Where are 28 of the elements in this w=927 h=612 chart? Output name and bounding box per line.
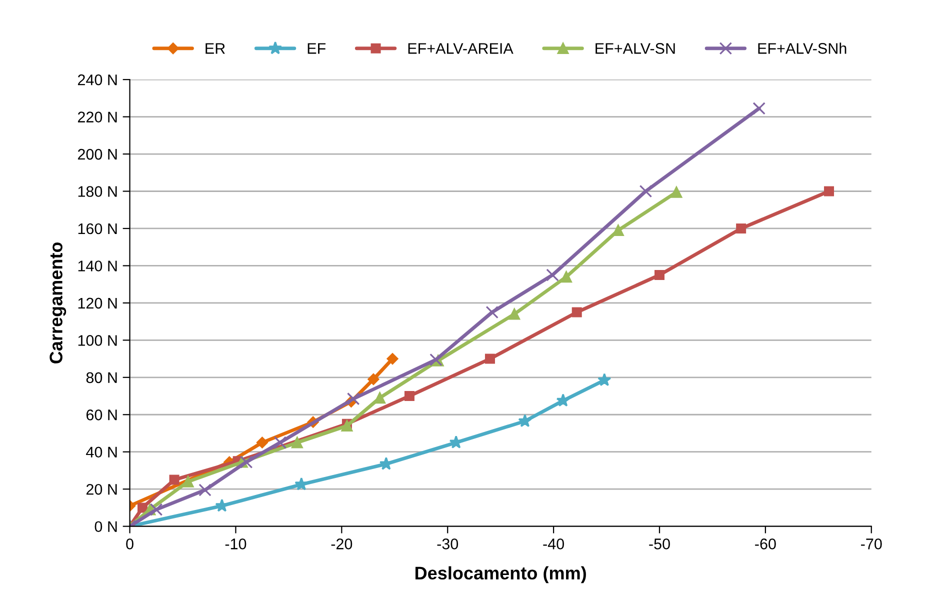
y-tick-label: 100 N [78,335,117,346]
y-tick-label: 80 N [86,372,117,384]
y-tick-label: 120 N [78,298,117,309]
x-tick-label: -70 [861,538,882,550]
y-tick-label: 60 N [86,410,117,420]
y-tick-label: 200 N [78,148,117,160]
y-axis-title: Carregamento [50,242,66,364]
legend-label: EF+ALV-SN [596,43,675,54]
x-tick-label: -50 [649,538,670,550]
x-axis-title: Deslocamento (mm) [416,566,586,584]
legend-label: EF+ALV-SNh [758,42,846,54]
y-tick-label: 160 N [78,223,117,234]
y-tick-label: 140 N [78,260,117,272]
x-tick-label: -60 [755,538,776,550]
y-tick-label: 0 N [94,521,117,532]
x-tick-label: 0 [126,538,134,550]
y-tick-label: 40 N [86,446,117,458]
y-tick-label: 220 N [78,112,117,122]
x-tick-label: -40 [543,538,564,550]
x-tick-label: -10 [225,538,246,550]
y-tick-label: 180 N [78,186,117,197]
legend-label: EF+ALV-AREIA [408,43,514,54]
x-tick-label: -20 [331,538,352,550]
legend-label: EF [308,43,326,54]
legend-label: ER [206,43,225,54]
y-tick-label: 240 N [78,74,117,86]
y-tick-label: 20 N [86,484,117,495]
x-tick-label: -30 [437,538,458,550]
